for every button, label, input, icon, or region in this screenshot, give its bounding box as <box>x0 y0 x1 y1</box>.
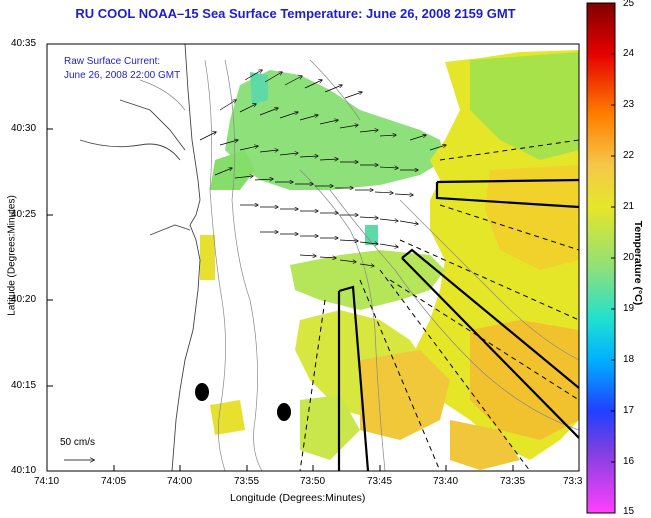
axis-ticks <box>46 43 514 472</box>
colorbar-tick-label: 21 <box>623 201 635 212</box>
x-axis-label: Longitude (Degrees:Minutes) <box>230 492 366 504</box>
radar-sector-lines <box>299 139 579 471</box>
buoy-marker <box>195 383 209 401</box>
x-tick-label: 73:35 <box>500 476 526 487</box>
x-tick-label: 74:05 <box>101 476 127 487</box>
x-tick-label: 73:3 <box>563 476 583 487</box>
colorbar-tick-label: 17 <box>623 405 635 416</box>
colorbar-tick-label: 15 <box>623 506 635 517</box>
bathymetry-contours <box>139 59 579 471</box>
x-tick-label: 73:45 <box>367 476 393 487</box>
legend-timestamp: June 26, 2008 22:00 GMT <box>64 70 181 81</box>
y-tick-label: 40:10 <box>11 465 37 476</box>
colorbar-tick-label: 18 <box>623 354 635 365</box>
scale-label: 50 cm/s <box>60 437 96 448</box>
current-vectors <box>199 70 446 266</box>
colorbar-ticks <box>611 53 615 463</box>
y-tick-label: 40:25 <box>11 209 37 220</box>
legend-label: Raw Surface Current: <box>64 56 161 67</box>
colorbar-tick-label: 23 <box>623 99 635 110</box>
x-tick-label: 74:10 <box>34 476 60 487</box>
y-tick-label: 40:30 <box>11 123 37 134</box>
restricted-zones <box>337 178 579 471</box>
colorbar <box>586 2 616 514</box>
sst-field <box>200 50 579 470</box>
y-tick-label: 40:20 <box>11 294 37 305</box>
x-tick-label: 74:00 <box>167 476 193 487</box>
coastline <box>79 44 201 471</box>
y-tick-label: 40:15 <box>11 380 37 391</box>
x-tick-label: 73:55 <box>234 476 260 487</box>
x-tick-label: 73:50 <box>300 476 326 487</box>
colorbar-tick-label: 22 <box>623 150 635 161</box>
buoy-marker <box>277 403 291 421</box>
colorbar-tick-label: 16 <box>623 456 635 467</box>
y-axis-label: Latitude (Degrees:Minutes) <box>6 195 18 316</box>
y-tick-label: 40:35 <box>11 38 37 49</box>
colorbar-tick-label: 20 <box>623 252 635 263</box>
colorbar-tick-label: 24 <box>623 48 635 59</box>
colorbar-tick-label: 25 <box>623 0 635 9</box>
colorbar-label: Temperature (°C) <box>632 220 644 306</box>
map-title: RU COOL NOAA–15 Sea Surface Temperature:… <box>75 6 516 21</box>
x-tick-label: 73:40 <box>433 476 459 487</box>
colorbar-tick-label: 19 <box>623 303 635 314</box>
